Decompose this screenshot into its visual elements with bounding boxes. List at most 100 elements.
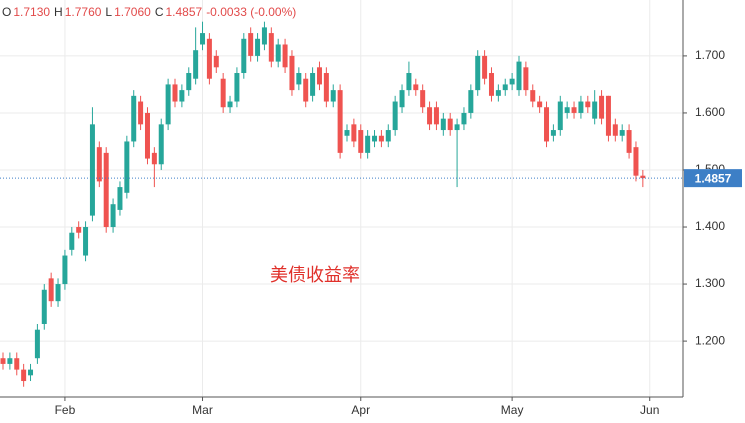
candle-body [392,101,398,131]
candle-body [138,101,144,125]
candle-body [48,278,54,302]
annotation: 美债收益率 [270,265,360,285]
candle-body [640,175,646,179]
candle-body [544,107,550,142]
candle-body [172,84,178,102]
candle-body [41,289,47,324]
candle-body [255,38,261,56]
candle-body [420,90,426,108]
last-price-box [684,169,742,188]
candle-body [89,124,95,216]
candle-body [372,135,378,142]
candle-body [571,107,577,113]
candle-body [103,152,109,228]
candle-body [158,124,164,165]
candle-body [316,67,322,85]
ohlc-value: 1.7130 [13,5,51,19]
candle-body [151,152,157,165]
candle-body [516,61,522,91]
candle-body [310,73,316,96]
candle-body [110,204,116,228]
last-price-label: 1.4857 [695,171,732,185]
candle-body [76,227,82,233]
candle-body [213,55,219,68]
candle-body [179,90,185,102]
candle-body [69,232,75,250]
candle-body [461,112,467,125]
candle-body [83,227,89,256]
candle-body [28,369,34,376]
candle-body [96,147,102,182]
ohlc-label: O [2,5,12,19]
ohlc-label: H [54,5,63,19]
candle-body [578,101,584,113]
candle-body [378,135,384,142]
x-tick-label: Jun [640,403,659,417]
y-tick-label: 1.400 [695,219,725,233]
candle-body [165,84,171,125]
candle-body [475,55,481,91]
candle-body [220,78,226,108]
candle-body [509,78,515,85]
candle-body [344,130,350,136]
candle-body [62,255,68,285]
candle-body [303,78,309,102]
candle-body [468,90,474,113]
ohlc-value: 1.4857 [165,5,203,19]
ohlc-header: O 1.7130 H 1.7760 L 1.7060 C 1.4857 -0.0033 (-0.… [2,5,300,19]
y-tick-label: 1.300 [695,276,725,290]
candle-body [351,124,357,142]
candle-body [261,27,267,45]
candle-body [385,130,391,142]
candle-body [427,107,433,125]
candle-body [447,118,453,131]
x-tick-label: Mar [192,403,213,417]
candle-body [296,73,302,85]
candle-body [406,73,412,91]
candle-body [34,329,40,359]
candle-body [488,73,494,96]
candle-body [502,84,508,91]
candle-body [612,124,618,136]
candle-body [241,38,247,74]
candle-body [454,124,460,131]
candle-body [206,38,212,79]
candle-body [117,187,123,210]
candle-body [186,73,192,91]
candle-body [55,284,61,302]
y-tick-label: 1.600 [695,105,725,119]
y-tick-label: 1.700 [695,48,725,62]
candle-body [482,55,488,79]
candle-body [21,369,27,382]
candle-body [564,107,570,113]
candle-body [275,44,281,62]
candle-body [124,141,130,193]
candle-body [399,90,405,108]
candle-body [592,101,598,119]
candle-body [495,90,501,96]
candle-body [14,358,20,370]
candle-body [358,130,364,153]
candle-body [633,147,639,176]
candle-body [289,55,295,91]
candle-body [330,90,336,102]
candle-body [0,358,6,364]
candle-body [234,73,240,102]
candle-body [605,95,611,136]
candle-body [557,101,563,131]
x-tick-label: May [501,403,524,417]
candle-body [131,95,137,142]
candle-body [144,112,150,159]
candle-body [626,130,632,153]
y-tick-label: 1.200 [695,333,725,347]
candle-body [537,101,543,108]
candle-body [193,50,199,79]
candle-body [599,95,605,119]
candle-body [200,33,206,45]
ohlc-label: L [105,5,113,19]
candle-body [585,101,591,108]
ohlc-label: C [154,5,164,19]
candle-body [323,73,329,102]
